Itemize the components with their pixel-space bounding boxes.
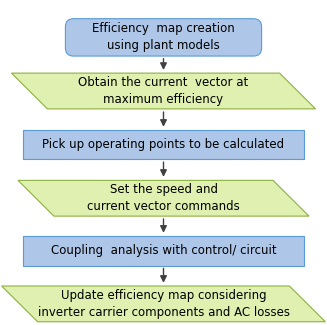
Polygon shape [18,180,309,216]
Text: Pick up operating points to be calculated: Pick up operating points to be calculate… [43,138,284,151]
Text: Set the speed and
current vector commands: Set the speed and current vector command… [87,183,240,213]
Polygon shape [11,73,316,109]
Text: Efficiency  map creation
using plant models: Efficiency map creation using plant mode… [92,22,235,52]
Text: Update efficiency map considering
inverter carrier components and AC losses: Update efficiency map considering invert… [38,289,289,319]
Text: Obtain the current  vector at
maximum efficiency: Obtain the current vector at maximum eff… [78,76,249,106]
Bar [23,236,304,266]
Text: Coupling  analysis with control/ circuit: Coupling analysis with control/ circuit [51,244,276,257]
FancyBboxPatch shape [65,19,262,56]
Polygon shape [2,286,325,322]
Bar [23,130,304,159]
